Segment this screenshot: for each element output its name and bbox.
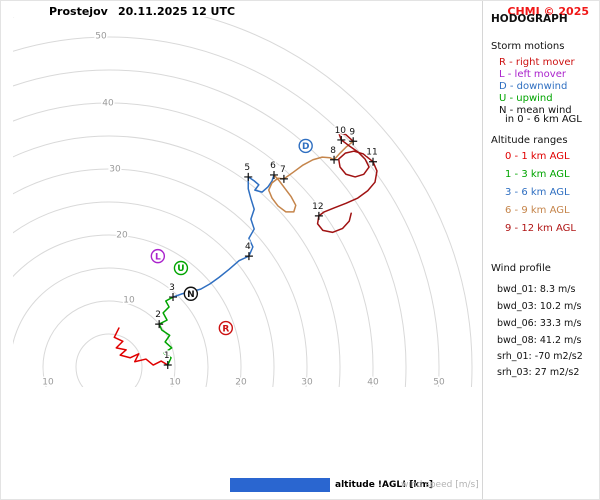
legend-altitude-0-1: 0 - 1 km AGL	[505, 151, 570, 162]
altitude-marker-label-4: 4	[245, 242, 251, 252]
wind-profile-heading: Wind profile	[491, 263, 551, 274]
legend-altitude-1-3: 1 - 3 km AGL	[505, 169, 570, 180]
storm-motion-letter-D: D	[302, 142, 309, 152]
altitude-marker-9km	[349, 137, 358, 146]
altitude-scale-bar	[230, 478, 330, 492]
storm-motion-R	[218, 320, 234, 336]
altitude-marker-label-1: 1	[164, 351, 170, 361]
storm-motion-U	[173, 260, 189, 276]
axis-tick-label: 10	[123, 296, 135, 306]
legend-altitude-3-6: 3 - 6 km AGL	[505, 187, 570, 198]
speed-ring	[13, 267, 209, 387]
speed-ring	[13, 135, 341, 387]
speed-ring	[13, 102, 374, 387]
axis-tick-label: 30	[109, 165, 121, 175]
storm-motion-letter-N: N	[187, 290, 195, 300]
altitude-marker-8km	[330, 155, 339, 164]
axis-tick-label: 50	[433, 378, 445, 388]
altitude-marker-label-6: 6	[270, 161, 276, 171]
altitude-marker-12km	[314, 211, 323, 220]
speed-ring	[75, 333, 143, 387]
speed-ring	[13, 36, 440, 387]
altitude-marker-label-10: 10	[335, 126, 347, 136]
axis-tick-label: 20	[235, 378, 247, 388]
srh-03-value: srh_03: 27 m2/s2	[497, 367, 580, 378]
panel-title: HODOGRAPH	[491, 13, 568, 25]
wind-trace-9-12kmAGL	[316, 131, 378, 234]
run-datetime: 20.11.2025 12 UTC	[118, 5, 236, 18]
srh-01-value: srh_01: -70 m2/s2	[497, 351, 583, 362]
altitude-marker-label-5: 5	[244, 163, 250, 173]
altitude-marker-3km	[169, 293, 178, 302]
storm-motion-letter-L: L	[155, 252, 161, 262]
axis-tick-label: 40	[102, 99, 114, 109]
altitude-marker-2km	[155, 320, 164, 329]
altitude-marker-11km	[369, 157, 377, 166]
altitude-marker-label-7: 7	[280, 165, 286, 175]
bwd-03-value: bwd_03: 10.2 m/s	[497, 301, 582, 312]
storm-motions-heading: Storm motions	[491, 41, 565, 52]
legend-altitude-6-9: 6 - 9 km AGL	[505, 205, 570, 216]
altitude-marker-10km	[337, 135, 346, 144]
legend-downwind: D - downwind	[499, 81, 568, 92]
speed-ring	[13, 234, 242, 387]
altitude-ranges-heading: Altitude ranges	[491, 135, 568, 146]
legend-right-mover: R - right mover	[499, 57, 575, 68]
storm-motion-N	[183, 286, 199, 301]
bwd-08-value: bwd_08: 41.2 m/s	[497, 335, 582, 346]
speed-ring	[13, 201, 275, 387]
wind-trace-1-3kmAGL	[158, 296, 174, 366]
copyright-label: CHMI © 2025	[507, 5, 589, 18]
legend-left-mover: L - left mover	[499, 69, 566, 80]
wind-trace-3-6kmAGL	[172, 174, 275, 298]
speed-ring	[13, 17, 473, 387]
legend-panel: HODOGRAPH Storm motions R - right mover …	[489, 1, 597, 499]
mean-wind-note: in 0 - 6 km AGL	[505, 114, 582, 125]
axis-tick-label: 10	[42, 378, 54, 388]
station-name: Prostejov	[49, 5, 108, 18]
panel-divider	[482, 1, 483, 499]
speed-ring	[42, 300, 176, 387]
legend-mean-wind: N - mean wind	[499, 105, 572, 116]
axis-tick-label: 30	[301, 378, 313, 388]
wind-trace-0-1kmAGL	[113, 327, 169, 366]
wind-trace-6-9kmAGL	[267, 140, 354, 213]
altitude-marker-label-2: 2	[155, 310, 161, 320]
altitude-marker-7km	[279, 174, 288, 183]
storm-motion-letter-U: U	[177, 264, 184, 274]
altitude-marker-1km	[163, 361, 172, 370]
altitude-marker-label-8: 8	[330, 146, 336, 156]
storm-motion-letter-R: R	[222, 324, 229, 334]
axis-tick-label: 50	[95, 32, 107, 42]
altitude-marker-4km	[244, 252, 253, 261]
legend-altitude-9-12: 9 - 12 km AGL	[505, 223, 576, 234]
storm-motion-L	[150, 248, 166, 264]
speed-ring	[13, 168, 308, 387]
bwd-06-value: bwd_06: 33.3 m/s	[497, 318, 582, 329]
bwd-01-value: bwd_01: 8.3 m/s	[497, 284, 576, 295]
legend-upwind: U - upwind	[499, 93, 553, 104]
altitude-marker-label-3: 3	[169, 283, 175, 293]
altitude-marker-label-11: 11	[366, 148, 377, 158]
speed-ring	[13, 69, 407, 387]
axis-tick-label: 20	[116, 231, 128, 241]
altitude-marker-label-12: 12	[312, 202, 323, 212]
altitude-marker-6km	[270, 170, 278, 179]
altitude-axis-label: altitude !AGL! [km]	[335, 480, 433, 490]
axis-tick-label: 10	[169, 378, 181, 388]
storm-motion-D	[298, 138, 313, 154]
axis-tick-label: 40	[367, 378, 379, 388]
wind-speed-axis-label: wind speed [m/s]	[401, 480, 479, 490]
altitude-marker-label-9: 9	[349, 127, 355, 137]
altitude-marker-5km	[244, 172, 253, 181]
